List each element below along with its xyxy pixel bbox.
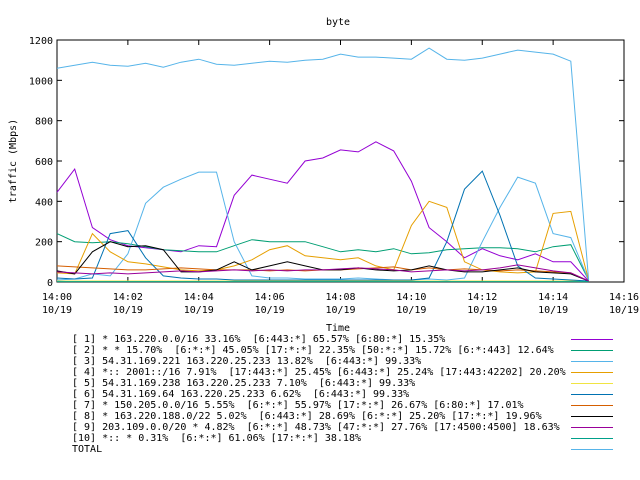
legend: [ 1] * 163.220.0.0/16 33.16% [6:443:*] 6… <box>72 334 632 455</box>
x-tick-label-time: 14:10 <box>396 292 426 303</box>
x-axis-label: Time <box>326 323 350 334</box>
legend-item: TOTAL <box>72 444 632 455</box>
x-tick-label-date: 10/19 <box>184 305 214 316</box>
x-tick-label-date: 10/19 <box>396 305 426 316</box>
legend-swatch <box>571 361 613 362</box>
legend-label: [ 2] * * 15.70% [6:*:*] 45.05% [17:*:*] … <box>72 345 554 356</box>
x-tick-label-time: 14:14 <box>538 292 568 303</box>
legend-item: [10] *:: * 0.31% [6:*:*] 61.06% [17:*:*]… <box>72 433 632 444</box>
x-tick-label-time: 14:08 <box>325 292 355 303</box>
legend-label: [ 1] * 163.220.0.0/16 33.16% [6:443:*] 6… <box>72 334 446 345</box>
legend-label: TOTAL <box>72 444 103 455</box>
legend-item: [ 5] 54.31.169.238 163.220.25.233 7.10% … <box>72 378 632 389</box>
legend-swatch <box>571 449 613 450</box>
x-tick-label-time: 14:04 <box>184 292 214 303</box>
series-line-8 <box>56 241 589 282</box>
legend-item: [ 3] 54.31.169.221 163.220.25.233 13.82%… <box>72 356 632 367</box>
legend-swatch <box>571 438 613 439</box>
x-axis: 14:00 10/19 14:02 10/19 14:04 10/19 14:06 10/19… <box>42 40 639 316</box>
legend-label: [ 3] 54.31.169.221 163.220.25.233 13.82%… <box>72 356 422 367</box>
x-tick-label-time: 14:06 <box>255 292 285 303</box>
y-axis: 0 200 400 600 800 1000 1200 <box>29 36 624 289</box>
chart-title: byte <box>326 17 350 28</box>
legend-swatch <box>571 350 613 351</box>
legend-label: [ 5] 54.31.169.238 163.220.25.233 7.10% … <box>72 378 416 389</box>
y-axis-label: traffic (Mbps) <box>8 119 19 203</box>
series-line-9 <box>56 264 589 282</box>
series-line-6 <box>56 170 589 282</box>
series-line-3 <box>56 171 590 281</box>
legend-label: [ 9] 203.109.0.0/20 * 4.82% [6:*:*] 48.7… <box>72 422 560 433</box>
y-tick-label: 600 <box>35 157 53 168</box>
legend-swatch <box>571 372 613 373</box>
legend-swatch <box>571 416 613 417</box>
x-tick-label-date: 10/19 <box>255 305 285 316</box>
y-tick-label: 800 <box>35 117 53 128</box>
legend-swatch <box>571 394 613 395</box>
legend-swatch <box>571 405 613 406</box>
series-line-1 <box>56 141 589 282</box>
x-tick-label-date: 10/19 <box>609 305 639 316</box>
legend-item: [ 9] 203.109.0.0/20 * 4.82% [6:*:*] 48.7… <box>72 422 632 433</box>
x-tick-label-time: 14:00 <box>42 292 72 303</box>
x-tick-label-time: 14:02 <box>113 292 143 303</box>
x-tick-label-date: 10/19 <box>113 305 143 316</box>
legend-item: [ 6] 54.31.169.64 163.220.25.233 6.62% [… <box>72 389 632 400</box>
y-tick-label: 400 <box>35 197 53 208</box>
legend-swatch <box>571 339 613 340</box>
y-tick-label: 1200 <box>29 36 53 47</box>
series-group <box>56 47 590 283</box>
series-line-4 <box>56 200 590 281</box>
legend-label: [ 8] * 163.220.188.0/22 5.02% [6:443:*] … <box>72 411 542 422</box>
legend-item: [ 8] * 163.220.188.0/22 5.02% [6:443:*] … <box>72 411 632 422</box>
y-tick-label: 0 <box>47 278 53 289</box>
y-tick-label: 1000 <box>29 76 53 87</box>
legend-item: [ 1] * 163.220.0.0/16 33.16% [6:443:*] 6… <box>72 334 632 345</box>
x-tick-label-time: 14:16 <box>609 292 639 303</box>
x-tick-label-date: 10/19 <box>42 305 72 316</box>
legend-label: [ 6] 54.31.169.64 163.220.25.233 6.62% [… <box>72 389 410 400</box>
x-tick-label-date: 10/19 <box>538 305 568 316</box>
legend-swatch <box>571 427 613 428</box>
legend-label: [10] *:: * 0.31% [6:*:*] 61.06% [17:*:*]… <box>72 433 361 444</box>
legend-label: [ 4] *:: 2001::/16 7.91% [17:443:*] 25.4… <box>72 367 566 378</box>
legend-item: [ 7] * 150.205.0.0/16 5.55% [6:*:*] 55.9… <box>72 400 632 411</box>
x-tick-label-date: 10/19 <box>325 305 355 316</box>
legend-item: [ 2] * * 15.70% [6:*:*] 45.05% [17:*:*] … <box>72 345 632 356</box>
legend-item: [ 4] *:: 2001::/16 7.91% [17:443:*] 25.4… <box>72 367 632 378</box>
series-line-2 <box>56 233 590 281</box>
y-tick-label: 200 <box>35 238 53 249</box>
x-tick-label-time: 14:12 <box>467 292 497 303</box>
series-line-11 <box>56 47 590 281</box>
legend-label: [ 7] * 150.205.0.0/16 5.55% [6:*:*] 55.9… <box>72 400 524 411</box>
legend-swatch <box>571 383 613 384</box>
x-tick-label-date: 10/19 <box>467 305 497 316</box>
